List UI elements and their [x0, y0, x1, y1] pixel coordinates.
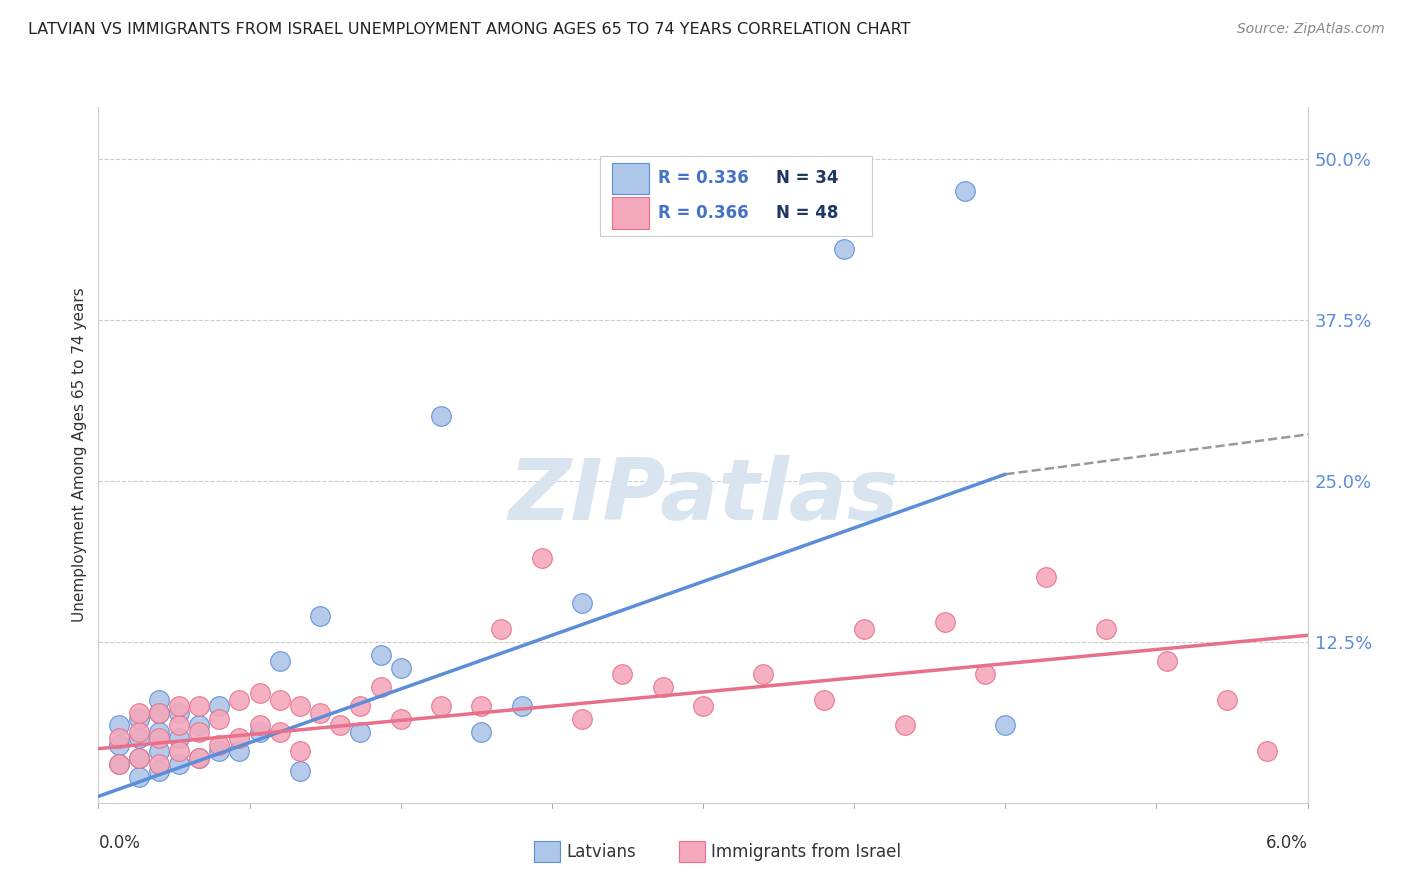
- Point: [128, 725, 150, 739]
- Point: [269, 725, 291, 739]
- Text: 0.0%: 0.0%: [98, 834, 141, 852]
- Point: [692, 699, 714, 714]
- Text: Latvians: Latvians: [567, 843, 636, 861]
- Point: [228, 731, 250, 746]
- Point: [953, 184, 976, 198]
- Point: [128, 770, 150, 784]
- Point: [148, 764, 170, 778]
- Point: [893, 718, 915, 732]
- Point: [107, 731, 129, 746]
- Point: [107, 718, 129, 732]
- Point: [389, 660, 412, 674]
- Point: [389, 712, 412, 726]
- Point: [430, 699, 453, 714]
- Point: [148, 757, 170, 772]
- Point: [228, 692, 250, 706]
- Text: ZIPatlas: ZIPatlas: [508, 455, 898, 538]
- Point: [148, 731, 170, 746]
- Text: N = 48: N = 48: [776, 204, 838, 222]
- Point: [934, 615, 956, 630]
- Point: [188, 750, 211, 764]
- Point: [651, 680, 673, 694]
- Point: [349, 725, 371, 739]
- Point: [167, 757, 190, 772]
- Text: Immigrants from Israel: Immigrants from Israel: [711, 843, 901, 861]
- Point: [813, 692, 835, 706]
- Point: [853, 622, 876, 636]
- Point: [167, 699, 190, 714]
- Point: [491, 622, 513, 636]
- Point: [1256, 744, 1278, 758]
- Text: 6.0%: 6.0%: [1265, 834, 1308, 852]
- Point: [571, 596, 593, 610]
- Point: [208, 744, 231, 758]
- Point: [188, 718, 211, 732]
- Point: [1095, 622, 1118, 636]
- Point: [510, 699, 533, 714]
- FancyBboxPatch shape: [613, 197, 648, 229]
- Point: [309, 609, 332, 624]
- Point: [128, 706, 150, 720]
- FancyBboxPatch shape: [600, 156, 872, 235]
- Text: LATVIAN VS IMMIGRANTS FROM ISRAEL UNEMPLOYMENT AMONG AGES 65 TO 74 YEARS CORRELA: LATVIAN VS IMMIGRANTS FROM ISRAEL UNEMPL…: [28, 22, 911, 37]
- Point: [128, 750, 150, 764]
- Text: Source: ZipAtlas.com: Source: ZipAtlas.com: [1237, 22, 1385, 37]
- Y-axis label: Unemployment Among Ages 65 to 74 years: Unemployment Among Ages 65 to 74 years: [72, 287, 87, 623]
- Point: [288, 744, 311, 758]
- Point: [288, 699, 311, 714]
- Point: [128, 712, 150, 726]
- Point: [612, 667, 634, 681]
- Point: [228, 744, 250, 758]
- Point: [269, 654, 291, 668]
- Point: [430, 409, 453, 424]
- Point: [167, 731, 190, 746]
- Point: [107, 738, 129, 752]
- Point: [188, 725, 211, 739]
- Point: [107, 757, 129, 772]
- Point: [148, 744, 170, 758]
- FancyBboxPatch shape: [613, 162, 648, 194]
- Point: [167, 706, 190, 720]
- Text: R = 0.366: R = 0.366: [658, 204, 749, 222]
- Point: [470, 699, 492, 714]
- Point: [188, 750, 211, 764]
- Point: [752, 667, 775, 681]
- Point: [148, 692, 170, 706]
- Point: [208, 699, 231, 714]
- Point: [370, 648, 392, 662]
- Point: [571, 712, 593, 726]
- Text: N = 34: N = 34: [776, 169, 838, 187]
- Point: [309, 706, 332, 720]
- Point: [148, 725, 170, 739]
- Point: [208, 712, 231, 726]
- FancyBboxPatch shape: [534, 841, 561, 862]
- Point: [1156, 654, 1178, 668]
- Text: R = 0.336: R = 0.336: [658, 169, 749, 187]
- Point: [249, 725, 271, 739]
- Point: [1216, 692, 1239, 706]
- Point: [530, 551, 553, 566]
- Point: [974, 667, 997, 681]
- Point: [370, 680, 392, 694]
- Point: [994, 718, 1017, 732]
- Point: [128, 750, 150, 764]
- Point: [188, 699, 211, 714]
- Point: [470, 725, 492, 739]
- Point: [329, 718, 352, 732]
- Point: [167, 718, 190, 732]
- Point: [349, 699, 371, 714]
- FancyBboxPatch shape: [679, 841, 706, 862]
- Point: [148, 706, 170, 720]
- Point: [832, 242, 855, 256]
- Point: [167, 744, 190, 758]
- Point: [1035, 570, 1057, 584]
- Point: [288, 764, 311, 778]
- Point: [148, 706, 170, 720]
- Point: [249, 718, 271, 732]
- Point: [208, 738, 231, 752]
- Point: [249, 686, 271, 700]
- Point: [128, 731, 150, 746]
- Point: [269, 692, 291, 706]
- Point: [107, 757, 129, 772]
